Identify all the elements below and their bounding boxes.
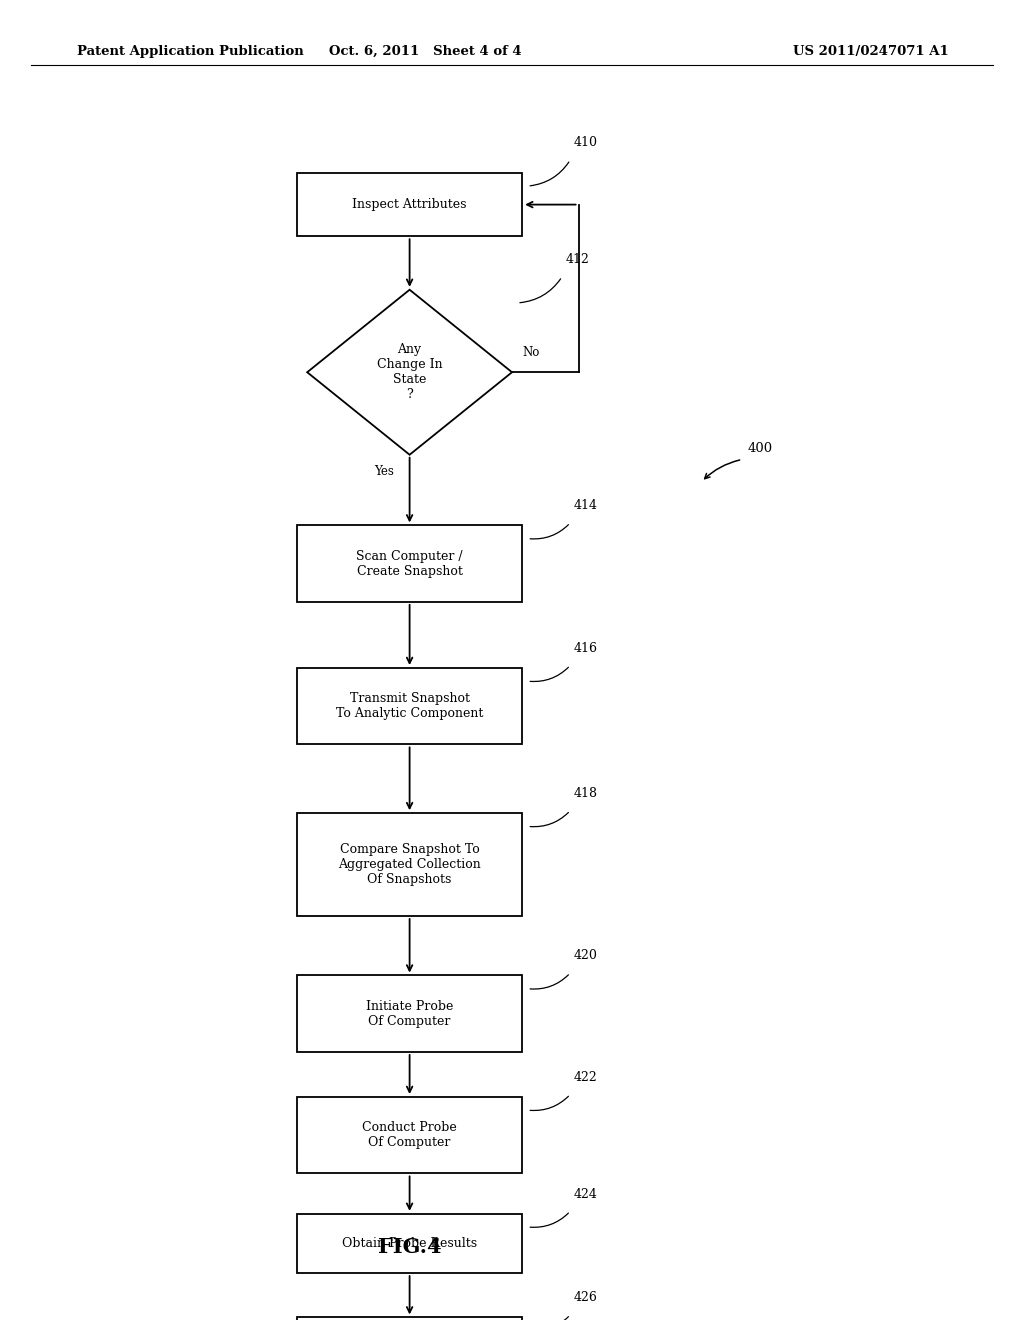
Text: No: No <box>522 346 540 359</box>
Text: 420: 420 <box>573 949 597 962</box>
Text: Oct. 6, 2011   Sheet 4 of 4: Oct. 6, 2011 Sheet 4 of 4 <box>329 45 521 58</box>
Text: 422: 422 <box>573 1071 597 1084</box>
Bar <box>297 813 522 916</box>
Text: 414: 414 <box>573 499 597 512</box>
Text: 416: 416 <box>573 642 597 655</box>
Text: Transmit Snapshot
To Analytic Component: Transmit Snapshot To Analytic Component <box>336 692 483 721</box>
Text: Inspect Attributes: Inspect Attributes <box>352 198 467 211</box>
Bar <box>297 173 522 236</box>
Text: Initiate Probe
Of Computer: Initiate Probe Of Computer <box>366 999 454 1028</box>
Text: Compare Snapshot To
Aggregated Collection
Of Snapshots: Compare Snapshot To Aggregated Collectio… <box>338 843 481 886</box>
Text: Any
Change In
State
?: Any Change In State ? <box>377 343 442 401</box>
Bar <box>297 975 522 1052</box>
Text: 426: 426 <box>573 1291 597 1304</box>
Text: Conduct Probe
Of Computer: Conduct Probe Of Computer <box>362 1121 457 1150</box>
Bar <box>297 1317 522 1320</box>
Text: FIG.4: FIG.4 <box>378 1237 441 1258</box>
Bar <box>297 525 522 602</box>
Polygon shape <box>307 290 512 454</box>
Bar <box>297 668 522 744</box>
Text: 424: 424 <box>573 1188 597 1201</box>
Text: Scan Computer /
Create Snapshot: Scan Computer / Create Snapshot <box>356 549 463 578</box>
Text: Obtain Probe Results: Obtain Probe Results <box>342 1237 477 1250</box>
Text: 400: 400 <box>748 442 773 455</box>
Bar <box>297 1097 522 1173</box>
Text: US 2011/0247071 A1: US 2011/0247071 A1 <box>793 45 948 58</box>
Text: Patent Application Publication: Patent Application Publication <box>77 45 303 58</box>
Text: Yes: Yes <box>374 465 394 478</box>
Bar <box>297 1214 522 1272</box>
Text: 418: 418 <box>573 787 597 800</box>
Text: 412: 412 <box>565 253 589 267</box>
Text: 410: 410 <box>573 136 597 149</box>
